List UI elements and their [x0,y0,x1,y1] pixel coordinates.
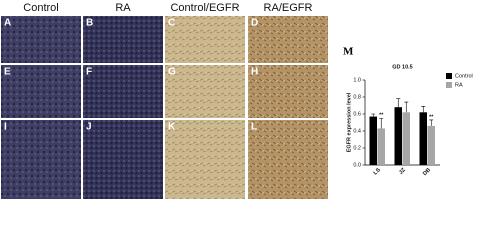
panel-label: L [251,122,257,133]
chart-title: GD 10.5 [392,64,412,70]
panel-label: D [251,18,258,29]
micrograph [83,65,163,118]
bar [369,116,377,165]
y-tick-label: 0.4 [353,128,361,134]
column-header: Control [23,2,58,14]
micrograph [248,120,328,199]
bar [402,112,410,165]
bar [394,107,402,165]
bar [427,125,435,165]
y-tick-label: 1.0 [353,77,361,83]
bar [419,112,427,165]
panel-label: H [251,67,258,78]
micrograph [248,65,328,118]
panel-label: K [168,122,176,133]
micrograph [1,16,81,63]
error-bar [396,98,401,108]
bar [377,128,385,165]
panel-label: B [86,18,93,29]
x-tick-label: DB [422,167,432,177]
legend-label: Control [455,73,473,79]
panel-label: E [4,67,11,78]
y-tick-label: 0.6 [353,111,361,117]
error-bar [379,117,384,129]
panel-label: F [86,67,92,78]
column-header: RA/EGFR [264,2,313,14]
column-header: RA [115,2,131,14]
error-bar [429,119,434,126]
panel-label: A [4,18,11,29]
error-bar [404,101,409,113]
panel-label: G [168,67,176,78]
micrograph [83,120,163,199]
y-axis-label: EGFR expression level [346,92,352,152]
micrograph [1,120,81,199]
legend-label: RA [455,82,463,88]
panel-label: J [86,122,92,133]
legend-swatch [446,82,452,88]
error-bar [421,106,426,113]
x-tick-label: LS [373,167,382,176]
y-tick-label: 0.2 [353,145,361,151]
panel-label: C [168,18,175,29]
micrograph [1,65,81,118]
x-tick-label: JZ [398,167,407,176]
panel-label: M [343,46,354,58]
panel-label: I [4,122,7,133]
micrograph [165,65,245,118]
micrograph [248,16,328,63]
micrograph [165,16,245,63]
significance-mark: ** [379,113,384,119]
figure: Control RA Control/EGFR RA/EGFR A B C D E F G H I J K L… [1,2,473,199]
y-tick-label: 0.0 [353,162,361,168]
column-header: Control/EGFR [170,2,239,14]
legend-swatch [446,73,452,79]
y-tick-label: 0.8 [353,94,361,100]
micrograph [165,120,245,199]
micrograph [83,16,163,63]
significance-mark: ** [429,114,434,120]
error-bar [371,113,376,117]
